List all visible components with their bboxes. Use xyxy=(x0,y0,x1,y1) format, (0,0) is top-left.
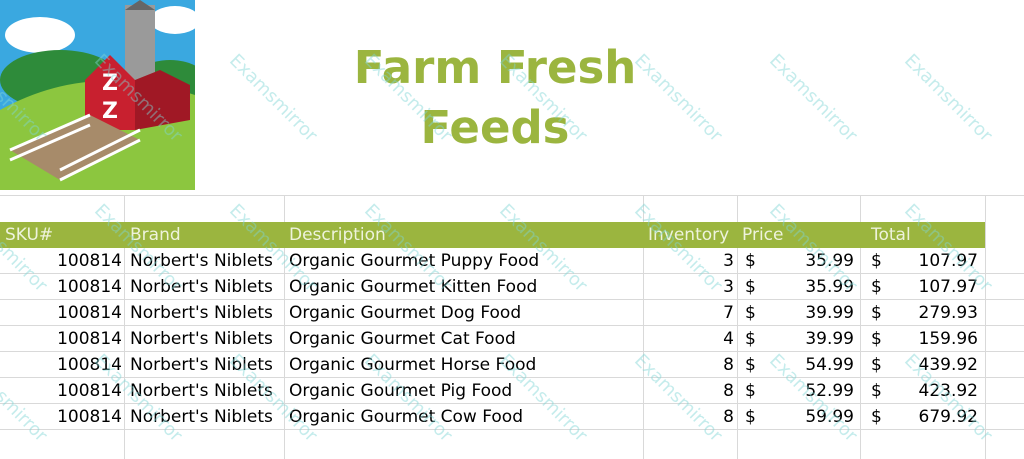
farm-barn-icon: Z Z xyxy=(0,0,195,190)
cell-description[interactable]: Organic Gourmet Cow Food xyxy=(289,407,523,427)
gridline xyxy=(737,195,738,459)
table-header-row: SKU# Brand Description Inventory Price T… xyxy=(0,222,985,248)
cell-price-currency[interactable]: $ xyxy=(745,381,756,401)
cell-description[interactable]: Organic Gourmet Horse Food xyxy=(289,355,537,375)
gridline xyxy=(643,195,644,459)
cell-inventory[interactable]: 8 xyxy=(723,381,734,401)
cell-total-currency[interactable]: $ xyxy=(871,355,882,375)
cell-inventory[interactable]: 8 xyxy=(723,407,734,427)
gridline xyxy=(0,273,1024,274)
gridline xyxy=(0,429,1024,430)
page-title: Farm Fresh Feeds xyxy=(330,38,660,158)
cell-price[interactable]: 54.99 xyxy=(805,355,854,375)
cell-inventory[interactable]: 8 xyxy=(723,355,734,375)
cell-price-currency[interactable]: $ xyxy=(745,277,756,297)
cell-price[interactable]: 39.99 xyxy=(805,329,854,349)
title-line-1: Farm Fresh xyxy=(353,41,637,94)
cell-brand[interactable]: Norbert's Niblets xyxy=(130,303,273,323)
cell-price[interactable]: 39.99 xyxy=(805,303,854,323)
svg-text:Z: Z xyxy=(102,99,118,124)
cell-sku[interactable]: 100814 xyxy=(57,407,122,427)
cell-brand[interactable]: Norbert's Niblets xyxy=(130,277,273,297)
cell-brand[interactable]: Norbert's Niblets xyxy=(130,251,273,271)
cell-price-currency[interactable]: $ xyxy=(745,407,756,427)
gridline xyxy=(860,195,861,459)
cell-total[interactable]: 279.93 xyxy=(918,303,978,323)
cell-total-currency[interactable]: $ xyxy=(871,407,882,427)
cell-total-currency[interactable]: $ xyxy=(871,277,882,297)
cell-sku[interactable]: 100814 xyxy=(57,251,122,271)
cell-description[interactable]: Organic Gourmet Cat Food xyxy=(289,329,516,349)
cell-total-currency[interactable]: $ xyxy=(871,251,882,271)
cell-sku[interactable]: 100814 xyxy=(57,381,122,401)
cell-description[interactable]: Organic Gourmet Pig Food xyxy=(289,381,513,401)
header-price[interactable]: Price xyxy=(742,225,784,245)
cell-total[interactable]: 159.96 xyxy=(918,329,978,349)
gridline xyxy=(0,403,1024,404)
cell-price-currency[interactable]: $ xyxy=(745,355,756,375)
cell-price-currency[interactable]: $ xyxy=(745,251,756,271)
header-total[interactable]: Total xyxy=(871,225,911,245)
gridline xyxy=(0,351,1024,352)
cell-total-currency[interactable]: $ xyxy=(871,303,882,323)
cell-inventory[interactable]: 3 xyxy=(723,251,734,271)
gridline xyxy=(0,377,1024,378)
cell-total[interactable]: 439.92 xyxy=(918,355,978,375)
cell-description[interactable]: Organic Gourmet Kitten Food xyxy=(289,277,538,297)
cell-price[interactable]: 35.99 xyxy=(805,251,854,271)
header-description[interactable]: Description xyxy=(289,225,386,245)
gridline xyxy=(985,195,986,459)
cell-price-currency[interactable]: $ xyxy=(745,329,756,349)
cell-description[interactable]: Organic Gourmet Puppy Food xyxy=(289,251,540,271)
gridline xyxy=(0,195,1024,196)
cell-price-currency[interactable]: $ xyxy=(745,303,756,323)
cell-total-currency[interactable]: $ xyxy=(871,329,882,349)
cell-brand[interactable]: Norbert's Niblets xyxy=(130,407,273,427)
gridline xyxy=(124,195,125,459)
cell-inventory[interactable]: 7 xyxy=(723,303,734,323)
cell-brand[interactable]: Norbert's Niblets xyxy=(130,329,273,349)
cell-total-currency[interactable]: $ xyxy=(871,381,882,401)
cell-price[interactable]: 52.99 xyxy=(805,381,854,401)
gridline xyxy=(0,325,1024,326)
cell-total[interactable]: 679.92 xyxy=(918,407,978,427)
cell-sku[interactable]: 100814 xyxy=(57,355,122,375)
title-line-2: Feeds xyxy=(420,101,570,154)
cell-sku[interactable]: 100814 xyxy=(57,303,122,323)
cell-price[interactable]: 35.99 xyxy=(805,277,854,297)
cell-inventory[interactable]: 4 xyxy=(723,329,734,349)
cell-sku[interactable]: 100814 xyxy=(57,329,122,349)
cell-brand[interactable]: Norbert's Niblets xyxy=(130,355,273,375)
gridline xyxy=(0,299,1024,300)
gridline xyxy=(284,195,285,459)
cell-brand[interactable]: Norbert's Niblets xyxy=(130,381,273,401)
svg-text:Z: Z xyxy=(102,71,118,96)
header-inventory[interactable]: Inventory xyxy=(648,225,730,245)
header-brand[interactable]: Brand xyxy=(130,225,181,245)
cell-sku[interactable]: 100814 xyxy=(57,277,122,297)
cell-total[interactable]: 107.97 xyxy=(918,251,978,271)
cell-price[interactable]: 59.99 xyxy=(805,407,854,427)
cell-total[interactable]: 107.97 xyxy=(918,277,978,297)
cell-description[interactable]: Organic Gourmet Dog Food xyxy=(289,303,522,323)
cell-inventory[interactable]: 3 xyxy=(723,277,734,297)
cell-total[interactable]: 423.92 xyxy=(918,381,978,401)
header-sku[interactable]: SKU# xyxy=(5,225,54,245)
